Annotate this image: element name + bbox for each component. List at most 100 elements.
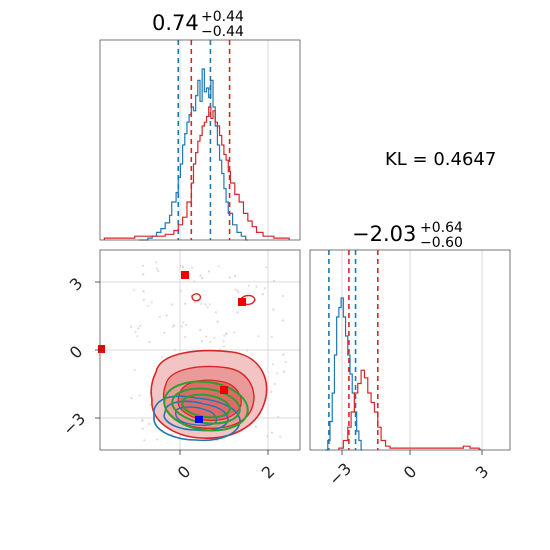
hist-top-series xyxy=(103,40,290,241)
scatter-point xyxy=(138,394,141,397)
hist-top-frame xyxy=(99,39,301,241)
scatter-point xyxy=(173,324,176,327)
scatter-point xyxy=(147,304,150,307)
scatter-point xyxy=(222,340,225,343)
scatter-point xyxy=(207,270,211,273)
scatter-point xyxy=(266,435,269,438)
scatter-point xyxy=(270,431,273,434)
scatter-point xyxy=(265,266,268,269)
scatter-point xyxy=(208,303,211,306)
scatter-point xyxy=(217,265,220,268)
scatter-point xyxy=(171,433,174,436)
red-marker-3 xyxy=(98,345,105,353)
right-hist-series-0 xyxy=(325,297,363,451)
red-marker-1 xyxy=(181,271,189,279)
scatter-point xyxy=(157,269,160,273)
scatter-point xyxy=(132,288,135,291)
scatter-point xyxy=(272,279,276,282)
scatter-point xyxy=(206,306,209,309)
blue-contour-middle xyxy=(163,400,229,432)
right-hist-series-1 xyxy=(338,369,481,450)
contour-xtick-label-0: 0 xyxy=(174,462,195,483)
scatter-point xyxy=(136,335,139,338)
hist-panel-right: −2.03 +0.64 −0.60 −3 0 3 xyxy=(309,220,511,489)
scatter-point xyxy=(143,439,146,442)
red-marker-2 xyxy=(238,298,246,306)
scatter-point xyxy=(160,355,164,359)
scatter-point xyxy=(261,293,264,296)
scatter-point xyxy=(141,419,144,422)
scatter-point xyxy=(142,298,145,301)
hist-right-xtick-label-0: 0 xyxy=(400,462,421,483)
scatter-point xyxy=(200,302,203,305)
scatter-point xyxy=(255,285,258,288)
contour-ytick-label-m3: −3 xyxy=(59,409,89,439)
green-contour-inner xyxy=(181,393,231,419)
hist-panel-top: 0.74 +0.44 −0.44 xyxy=(99,9,301,241)
scatter-point xyxy=(222,345,226,348)
scatter-point xyxy=(228,276,231,279)
scatter-point xyxy=(199,328,202,331)
contour-xtick-label-2: 2 xyxy=(258,462,279,483)
hist-top-title-upper: +0.44 xyxy=(201,9,244,25)
scatter-point xyxy=(282,370,285,373)
green-contours xyxy=(163,380,249,432)
scatter-point xyxy=(134,330,137,334)
scatter-point xyxy=(137,327,140,330)
hist-right-title-lower: −0.60 xyxy=(420,235,463,251)
scatter-point xyxy=(184,336,187,339)
hist-top-title-lower: −0.44 xyxy=(201,24,244,40)
scatter-point xyxy=(163,331,166,334)
scatter-point xyxy=(272,363,275,366)
scatter-point xyxy=(180,325,183,328)
blue-marker xyxy=(195,416,203,423)
scatter-point xyxy=(233,331,236,334)
scatter-point xyxy=(155,267,159,270)
scatter-point xyxy=(236,311,239,314)
scatter-point xyxy=(181,265,184,269)
scatter-point xyxy=(257,335,260,338)
scatter-point xyxy=(273,382,277,386)
scatter-point xyxy=(213,336,216,339)
scatter-point xyxy=(223,334,226,337)
scatter-point xyxy=(236,289,239,292)
scatter-point xyxy=(193,301,196,304)
scatter-point xyxy=(204,303,207,306)
hist-right-series xyxy=(325,250,481,451)
scatter-point xyxy=(272,308,275,311)
scatter-point xyxy=(281,319,284,322)
scatter-point xyxy=(150,301,153,304)
scatter-point xyxy=(182,321,185,324)
scatter-point xyxy=(173,348,176,351)
scatter-point xyxy=(247,284,250,287)
red-contour-island-a xyxy=(191,293,202,302)
top-hist-series-1 xyxy=(103,106,290,240)
blue-contour-inner xyxy=(174,406,218,427)
blue-contour-outer xyxy=(153,395,241,442)
scatter-point xyxy=(209,340,212,343)
scatter-point xyxy=(171,303,174,306)
scatter-point xyxy=(282,353,285,356)
scatter-point xyxy=(158,315,161,318)
scatter-point xyxy=(201,340,204,343)
green-contour-middle xyxy=(171,387,241,425)
scatter-point xyxy=(277,415,280,418)
scatter-point xyxy=(191,266,194,269)
scatter-point xyxy=(270,335,273,338)
scatter-point xyxy=(214,311,217,314)
scatter-point xyxy=(205,335,208,338)
scatter-point xyxy=(179,264,182,267)
scatter-point xyxy=(165,314,168,317)
top-hist-series-0 xyxy=(139,68,248,241)
scatter-point xyxy=(156,438,159,441)
scatter-point xyxy=(237,291,240,294)
scatter-point xyxy=(142,273,145,276)
hist-top-title-value: 0.74 xyxy=(152,11,199,35)
scatter-point xyxy=(148,403,152,406)
scatter-point xyxy=(224,332,227,335)
scatter-point xyxy=(142,264,145,267)
scatter-point xyxy=(130,325,133,328)
scatter-point xyxy=(180,289,183,292)
hist-right-xtick-label-m3: −3 xyxy=(325,459,355,489)
